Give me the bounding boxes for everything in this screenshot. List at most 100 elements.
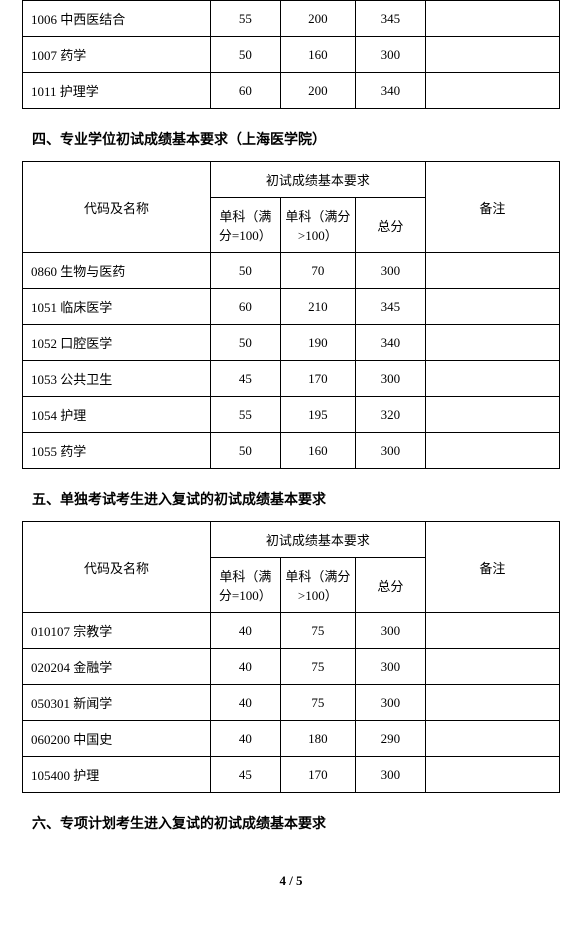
section-5-title: 五、单独考试考生进入复试的初试成绩基本要求 xyxy=(32,489,560,509)
hdr-s100p: 单科（满分>100） xyxy=(280,198,355,253)
cell-name: 1052 口腔医学 xyxy=(23,325,211,361)
hdr-total: 总分 xyxy=(355,198,425,253)
cell-s100: 40 xyxy=(210,649,280,685)
cell-total: 300 xyxy=(355,757,425,793)
cell-total: 300 xyxy=(355,685,425,721)
section-4-title: 四、专业学位初试成绩基本要求（上海医学院） xyxy=(32,129,560,149)
header-row-1: 代码及名称 初试成绩基本要求 备注 xyxy=(23,522,560,558)
cell-s100: 55 xyxy=(210,397,280,433)
hdr-note: 备注 xyxy=(425,162,559,253)
cell-total: 300 xyxy=(355,37,425,73)
cell-s100p: 75 xyxy=(280,649,355,685)
table-row: 105400 护理 45 170 300 xyxy=(23,757,560,793)
cell-name: 1007 药学 xyxy=(23,37,211,73)
cell-name: 1055 药学 xyxy=(23,433,211,469)
cell-total: 340 xyxy=(355,325,425,361)
table-row: 1007 药学 50 160 300 xyxy=(23,37,560,73)
hdr-note: 备注 xyxy=(425,522,559,613)
cell-name: 1054 护理 xyxy=(23,397,211,433)
cell-s100: 50 xyxy=(210,325,280,361)
cell-note xyxy=(425,757,559,793)
table-prev-continuation: 1006 中西医结合 55 200 345 1007 药学 50 160 300… xyxy=(22,0,560,109)
hdr-req: 初试成绩基本要求 xyxy=(210,162,425,198)
cell-name: 1051 临床医学 xyxy=(23,289,211,325)
table-row: 0860 生物与医药 50 70 300 xyxy=(23,253,560,289)
cell-total: 300 xyxy=(355,433,425,469)
cell-note xyxy=(425,685,559,721)
cell-note xyxy=(425,289,559,325)
cell-s100: 60 xyxy=(210,289,280,325)
table-row: 050301 新闻学 40 75 300 xyxy=(23,685,560,721)
table-row: 1054 护理 55 195 320 xyxy=(23,397,560,433)
cell-s100: 45 xyxy=(210,361,280,397)
cell-s100p: 180 xyxy=(280,721,355,757)
cell-note xyxy=(425,721,559,757)
cell-s100p: 170 xyxy=(280,361,355,397)
cell-name: 1006 中西医结合 xyxy=(23,1,211,37)
table-row: 1053 公共卫生 45 170 300 xyxy=(23,361,560,397)
cell-note xyxy=(425,73,559,109)
hdr-s100: 单科（满分=100） xyxy=(210,198,280,253)
cell-note xyxy=(425,433,559,469)
cell-s100p: 210 xyxy=(280,289,355,325)
cell-name: 050301 新闻学 xyxy=(23,685,211,721)
cell-s100p: 195 xyxy=(280,397,355,433)
table-section4: 代码及名称 初试成绩基本要求 备注 单科（满分=100） 单科（满分>100） … xyxy=(22,161,560,469)
cell-total: 320 xyxy=(355,397,425,433)
page-number: 4 / 5 xyxy=(22,873,560,889)
hdr-s100p: 单科（满分>100） xyxy=(280,558,355,613)
table-row: 060200 中国史 40 180 290 xyxy=(23,721,560,757)
cell-note xyxy=(425,397,559,433)
cell-s100: 60 xyxy=(210,73,280,109)
cell-name: 0860 生物与医药 xyxy=(23,253,211,289)
hdr-code-name: 代码及名称 xyxy=(23,522,211,613)
table-row: 1051 临床医学 60 210 345 xyxy=(23,289,560,325)
cell-total: 345 xyxy=(355,1,425,37)
cell-s100: 40 xyxy=(210,685,280,721)
table3-head: 代码及名称 初试成绩基本要求 备注 单科（满分=100） 单科（满分>100） … xyxy=(23,522,560,613)
cell-total: 345 xyxy=(355,289,425,325)
cell-s100: 45 xyxy=(210,757,280,793)
cell-note xyxy=(425,1,559,37)
table-row: 010107 宗教学 40 75 300 xyxy=(23,613,560,649)
cell-s100p: 75 xyxy=(280,613,355,649)
table-row: 1055 药学 50 160 300 xyxy=(23,433,560,469)
cell-name: 1053 公共卫生 xyxy=(23,361,211,397)
cell-s100p: 200 xyxy=(280,1,355,37)
cell-s100p: 75 xyxy=(280,685,355,721)
cell-s100p: 190 xyxy=(280,325,355,361)
table-section5: 代码及名称 初试成绩基本要求 备注 单科（满分=100） 单科（满分>100） … xyxy=(22,521,560,793)
hdr-total: 总分 xyxy=(355,558,425,613)
hdr-s100: 单科（满分=100） xyxy=(210,558,280,613)
cell-s100: 40 xyxy=(210,613,280,649)
cell-s100p: 170 xyxy=(280,757,355,793)
cell-total: 290 xyxy=(355,721,425,757)
table2-head: 代码及名称 初试成绩基本要求 备注 单科（满分=100） 单科（满分>100） … xyxy=(23,162,560,253)
cell-note xyxy=(425,325,559,361)
cell-total: 340 xyxy=(355,73,425,109)
header-row-1: 代码及名称 初试成绩基本要求 备注 xyxy=(23,162,560,198)
cell-note xyxy=(425,613,559,649)
cell-s100: 50 xyxy=(210,433,280,469)
cell-s100: 55 xyxy=(210,1,280,37)
cell-note xyxy=(425,253,559,289)
table-row: 020204 金融学 40 75 300 xyxy=(23,649,560,685)
cell-s100: 40 xyxy=(210,721,280,757)
cell-name: 060200 中国史 xyxy=(23,721,211,757)
cell-s100: 50 xyxy=(210,37,280,73)
section-6-title: 六、专项计划考生进入复试的初试成绩基本要求 xyxy=(32,813,560,833)
cell-s100p: 200 xyxy=(280,73,355,109)
cell-total: 300 xyxy=(355,649,425,685)
table1-body: 1006 中西医结合 55 200 345 1007 药学 50 160 300… xyxy=(23,1,560,109)
table-row: 1052 口腔医学 50 190 340 xyxy=(23,325,560,361)
cell-total: 300 xyxy=(355,613,425,649)
cell-name: 1011 护理学 xyxy=(23,73,211,109)
cell-total: 300 xyxy=(355,253,425,289)
cell-total: 300 xyxy=(355,361,425,397)
table-row: 1006 中西医结合 55 200 345 xyxy=(23,1,560,37)
hdr-code-name: 代码及名称 xyxy=(23,162,211,253)
cell-s100p: 160 xyxy=(280,433,355,469)
table3-body: 010107 宗教学 40 75 300 020204 金融学 40 75 30… xyxy=(23,613,560,793)
cell-s100p: 70 xyxy=(280,253,355,289)
cell-name: 010107 宗教学 xyxy=(23,613,211,649)
